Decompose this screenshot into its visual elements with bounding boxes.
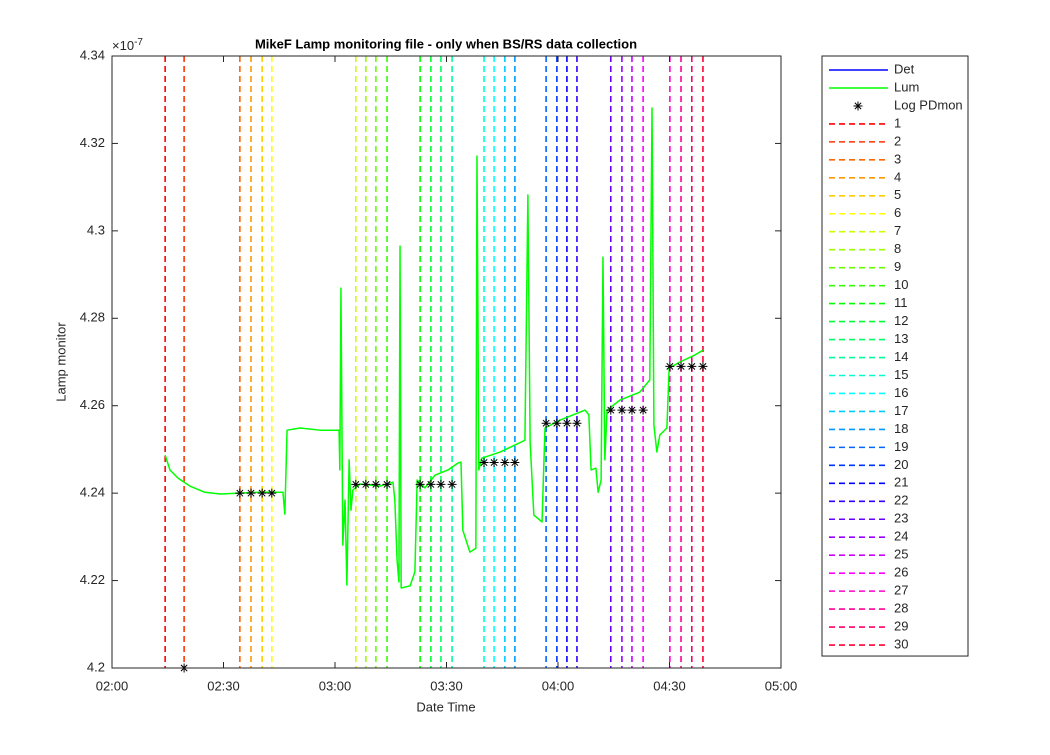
legend-label: 13 [894, 331, 908, 346]
y-tick-label: 4.22 [80, 572, 105, 587]
legend-label: 5 [894, 187, 901, 202]
log-marker [479, 458, 489, 468]
log-marker [617, 405, 627, 415]
y-axis-label: Lamp monitor [53, 322, 68, 402]
legend-label: 21 [894, 475, 908, 490]
log-marker [552, 418, 562, 428]
y-scale-power: -7 [134, 37, 143, 48]
x-tick-label: 03:30 [430, 678, 463, 693]
legend-label: 29 [894, 619, 908, 634]
legend-label: 25 [894, 547, 908, 562]
log-marker [267, 488, 277, 498]
legend-label: 8 [894, 241, 901, 256]
legend-box [821, 55, 969, 657]
legend-label: 4 [894, 169, 901, 184]
y-tick-label: 4.32 [80, 135, 105, 150]
x-axis-label: Date Time [416, 699, 475, 714]
log-marker [426, 479, 436, 489]
log-marker [436, 479, 446, 489]
log-marker [676, 361, 686, 371]
log-marker [235, 488, 245, 498]
log-marker [638, 405, 648, 415]
x-tick-label: 02:30 [207, 678, 240, 693]
legend-label: 6 [894, 205, 901, 220]
series-line [164, 107, 704, 589]
y-scale-label: ×10-7 [112, 37, 143, 54]
legend-label: Lum [894, 79, 919, 94]
legend-label: 19 [894, 439, 908, 454]
y-tick-label: 4.3 [87, 222, 105, 237]
y-tick-label: 4.24 [80, 485, 105, 500]
log-marker [665, 361, 675, 371]
log-marker [687, 361, 697, 371]
legend-label: 12 [894, 313, 908, 328]
log-marker [541, 418, 551, 428]
legend-label: Det [894, 61, 915, 76]
legend-label: 18 [894, 421, 908, 436]
x-tick-label: 04:30 [653, 678, 686, 693]
legend-label: 10 [894, 277, 908, 292]
log-marker [447, 479, 457, 489]
log-marker [489, 458, 499, 468]
legend-label: 24 [894, 529, 908, 544]
legend-marker [853, 101, 863, 111]
legend-label: 23 [894, 511, 908, 526]
legend-label: 26 [894, 565, 908, 580]
legend-label: 9 [894, 259, 901, 274]
legend-label: 3 [894, 151, 901, 166]
y-tick-label: 4.26 [80, 397, 105, 412]
legend-label: 30 [894, 636, 908, 651]
log-marker [627, 405, 637, 415]
log-marker [382, 479, 392, 489]
legend-label: 11 [894, 295, 908, 310]
legend-label: 17 [894, 403, 908, 418]
legend-label: Log PDmon [894, 97, 963, 112]
y-tick-label: 4.34 [80, 47, 105, 62]
y-scale-base: ×10 [112, 38, 134, 53]
legend-label: 22 [894, 493, 908, 508]
log-marker [500, 458, 510, 468]
legend-label: 20 [894, 457, 908, 472]
y-tick-label: 4.2 [87, 659, 105, 674]
legend-label: 1 [894, 115, 901, 130]
log-marker [698, 361, 708, 371]
log-marker [361, 479, 371, 489]
legend-label: 27 [894, 583, 908, 598]
log-marker [246, 488, 256, 498]
x-tick-label: 04:00 [542, 678, 575, 693]
x-tick-label: 02:00 [96, 678, 129, 693]
legend-label: 28 [894, 601, 908, 616]
log-marker [562, 418, 572, 428]
log-marker [415, 479, 425, 489]
log-marker [351, 479, 361, 489]
legend-label: 16 [894, 385, 908, 400]
legend-label: 2 [894, 133, 901, 148]
log-marker [572, 418, 582, 428]
log-marker [371, 479, 381, 489]
x-tick-label: 03:00 [319, 678, 352, 693]
y-tick-label: 4.28 [80, 310, 105, 325]
chart-title: MikeF Lamp monitoring file - only when B… [255, 36, 637, 51]
log-marker [257, 488, 267, 498]
x-tick-label: 05:00 [765, 678, 798, 693]
legend-label: 14 [894, 349, 908, 364]
legend-label: 7 [894, 223, 901, 238]
legend-label: 15 [894, 367, 908, 382]
log-marker [510, 458, 520, 468]
log-marker [606, 405, 616, 415]
